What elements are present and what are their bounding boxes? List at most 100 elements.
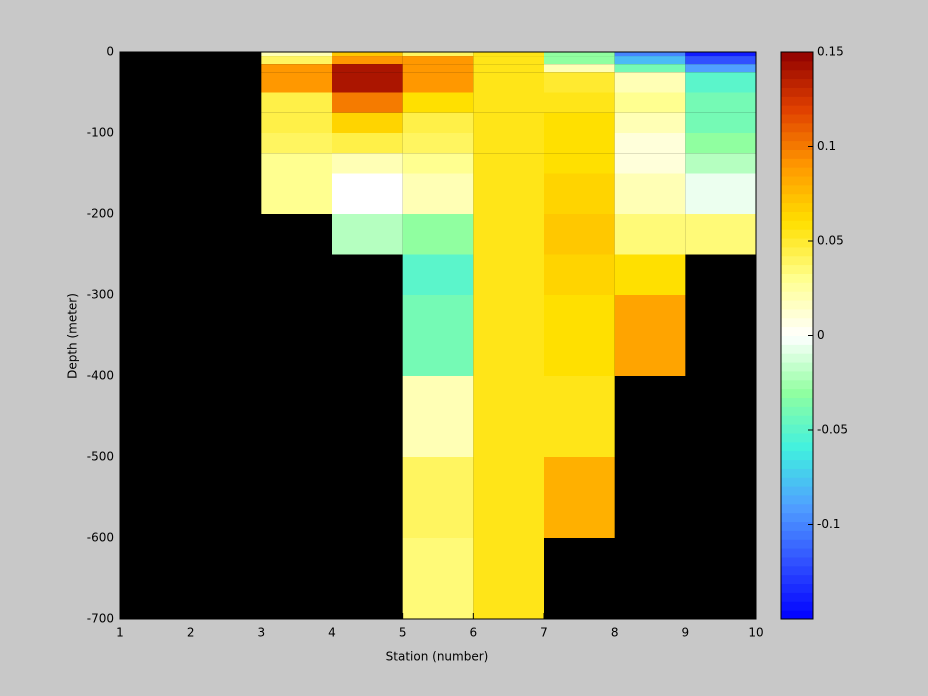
- colorbar-band: [781, 477, 813, 487]
- colorbar-band: [781, 397, 813, 407]
- colorbar-band: [781, 486, 813, 496]
- colorbar-band: [781, 308, 813, 319]
- colorbar-band: [781, 176, 813, 186]
- x-tick-label: 9: [682, 626, 690, 640]
- colorbar-band: [781, 370, 813, 381]
- heatmap-cell: [473, 133, 544, 154]
- heatmap-cell: [544, 254, 615, 295]
- y-axis-label: Depth (meter): [66, 293, 80, 379]
- heatmap-cell: [614, 295, 686, 376]
- colorbar-band: [781, 601, 813, 611]
- heatmap-cell: [402, 214, 474, 255]
- colorbar-band: [781, 220, 813, 230]
- colorbar-band: [781, 530, 813, 540]
- colorbar-band: [781, 335, 813, 345]
- x-tick-label: 1: [116, 626, 124, 640]
- colorbar-band: [781, 105, 813, 115]
- heatmap-cell: [544, 112, 615, 133]
- y-tick-label: -100: [87, 126, 114, 140]
- heatmap-cell: [473, 173, 544, 214]
- colorbar-band: [781, 140, 813, 150]
- colorbar-band: [781, 60, 813, 71]
- colorbar-band: [781, 326, 813, 336]
- x-tick-label: 2: [187, 626, 195, 640]
- y-tick-label: -600: [87, 531, 114, 545]
- heatmap-cell: [332, 153, 403, 174]
- colorbar-band: [781, 193, 813, 204]
- heatmap-cell: [544, 153, 615, 174]
- heatmap-cell: [473, 376, 544, 457]
- heatmap-cell: [544, 173, 615, 214]
- heatmap-cell: [685, 92, 756, 113]
- colorbar-band: [781, 184, 813, 195]
- heatmap-cell: [614, 56, 686, 65]
- heatmap-cell: [614, 133, 686, 154]
- colorbar-band: [781, 158, 813, 168]
- x-tick-label: 10: [748, 626, 763, 640]
- colorbar-band: [781, 379, 813, 390]
- heatmap-cell: [685, 64, 756, 73]
- colorbar-tick-label: 0.15: [817, 45, 844, 59]
- heatmap-cell: [332, 112, 403, 133]
- colorbar-band: [781, 87, 813, 97]
- heatmap-cell: [544, 133, 615, 154]
- y-tick-label: -200: [87, 207, 114, 221]
- colorbar-band: [781, 96, 813, 106]
- heatmap-cell: [614, 173, 686, 214]
- colorbar-band: [781, 246, 813, 257]
- colorbar-band: [781, 468, 813, 478]
- colorbar-band: [781, 441, 813, 452]
- y-tick-label: -500: [87, 450, 114, 464]
- colorbar-band: [781, 415, 813, 425]
- colorbar-band: [781, 229, 813, 239]
- colorbar-band: [781, 52, 813, 62]
- heatmap-cell: [332, 92, 403, 113]
- y-tick-label: -400: [87, 369, 114, 383]
- heatmap-cell: [544, 52, 615, 57]
- heatmap-cell: [261, 72, 332, 93]
- heatmap-cell: [402, 457, 474, 538]
- heatmap-cell: [402, 92, 474, 113]
- heatmap-cell: [473, 72, 544, 93]
- heatmap-cell: [261, 112, 332, 133]
- heatmap-cell: [544, 72, 615, 93]
- colorbar-band: [781, 211, 813, 221]
- colorbar-band: [781, 264, 813, 274]
- colorbar-band: [781, 255, 813, 266]
- colorbar-band: [781, 459, 813, 469]
- colorbar-band: [781, 273, 813, 283]
- colorbar-tick-label: 0.1: [817, 139, 836, 153]
- heatmap-cell: [402, 254, 474, 295]
- colorbar-band: [781, 69, 813, 80]
- heatmap-cell: [544, 295, 615, 376]
- heatmap-cell: [685, 153, 756, 174]
- colorbar-band: [781, 494, 813, 505]
- x-tick-label: 6: [470, 626, 478, 640]
- heatmap-cell: [473, 112, 544, 133]
- colorbar-band: [781, 388, 813, 399]
- heatmap-cell: [614, 52, 686, 57]
- colorbar-band: [781, 300, 813, 310]
- colorbar-band: [781, 548, 813, 558]
- x-tick-label: 4: [328, 626, 336, 640]
- heatmap-cell: [402, 133, 474, 154]
- colorbar-tick-label: -0.1: [817, 517, 840, 531]
- colorbar-band: [781, 521, 813, 531]
- heatmap-cell: [332, 52, 403, 57]
- colorbar-band: [781, 202, 813, 212]
- heatmap-cell: [261, 52, 332, 57]
- x-tick-label: 3: [258, 626, 266, 640]
- colorbar-band: [781, 291, 813, 301]
- colorbar-band: [781, 317, 813, 328]
- colorbar-band: [781, 362, 813, 372]
- heatmap-cell: [473, 64, 544, 73]
- colorbar-band: [781, 583, 813, 593]
- colorbar-band: [781, 503, 813, 514]
- heatmap-cell: [402, 56, 474, 65]
- heatmap-cell: [685, 72, 756, 93]
- colorbar-band: [781, 406, 813, 416]
- y-tick-label: -700: [87, 612, 114, 626]
- colorbar-band: [781, 114, 813, 124]
- heatmap-cell: [614, 112, 686, 133]
- heatmap-cell: [685, 214, 756, 255]
